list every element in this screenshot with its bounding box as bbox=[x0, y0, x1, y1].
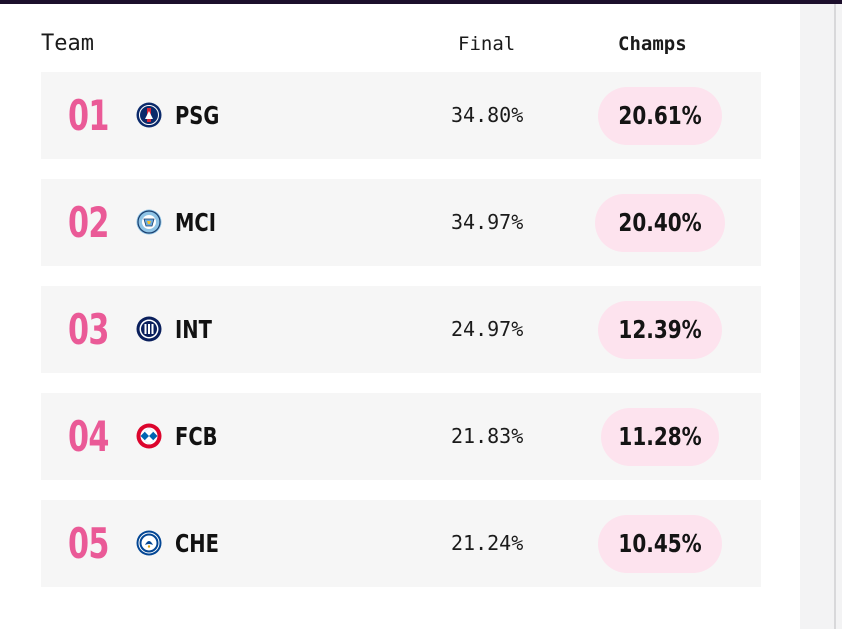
rank-number: 05 bbox=[68, 519, 109, 568]
man-city-crest-icon bbox=[136, 209, 162, 235]
final-probability: 34.80% bbox=[451, 103, 524, 127]
inter-crest-icon bbox=[136, 316, 162, 342]
final-probability: 24.97% bbox=[451, 317, 524, 341]
team-row[interactable]: 02 MCI 34.97% 20.40% bbox=[41, 179, 761, 266]
team-row[interactable]: 03 INT 24.97% 12.39% bbox=[41, 286, 761, 373]
champs-badge: 10.45% bbox=[598, 515, 722, 573]
team-row[interactable]: 05 CHE 21.24% 10.45% bbox=[41, 500, 761, 587]
bayern-crest-icon bbox=[136, 423, 162, 449]
champs-probability: 20.40% bbox=[618, 208, 702, 237]
team-abbreviation: PSG bbox=[175, 101, 220, 130]
header-champs[interactable]: Champs bbox=[618, 33, 687, 55]
team-row[interactable]: 04 FCB 21.83% 11.28% bbox=[41, 393, 761, 480]
chelsea-crest-icon bbox=[136, 530, 162, 556]
rank-number: 03 bbox=[68, 305, 109, 354]
champs-badge: 20.40% bbox=[595, 194, 725, 252]
team-abbreviation: FCB bbox=[175, 422, 218, 451]
window-top-bar bbox=[0, 0, 842, 4]
champs-probability: 11.28% bbox=[618, 422, 702, 451]
team-abbreviation: CHE bbox=[175, 529, 219, 558]
champs-badge: 12.39% bbox=[598, 301, 722, 359]
scrollbar-track[interactable] bbox=[834, 4, 836, 629]
rank-number: 04 bbox=[68, 412, 109, 461]
header-final[interactable]: Final bbox=[458, 33, 516, 55]
team-row[interactable]: 01 PSG 34.80% 20.61% bbox=[41, 72, 761, 159]
header-team[interactable]: Team bbox=[41, 31, 94, 56]
standings-panel: Team Final Champs 01 PSG 34.80% 20.61% 0… bbox=[0, 4, 800, 629]
final-probability: 34.97% bbox=[451, 210, 524, 234]
rank-number: 01 bbox=[68, 91, 109, 140]
team-abbreviation: MCI bbox=[175, 208, 216, 237]
champs-probability: 20.61% bbox=[618, 101, 702, 130]
champs-probability: 10.45% bbox=[618, 529, 702, 558]
table-header: Team Final Champs bbox=[0, 26, 800, 62]
final-probability: 21.83% bbox=[451, 424, 524, 448]
final-probability: 21.24% bbox=[451, 531, 524, 555]
rank-number: 02 bbox=[68, 198, 109, 247]
team-abbreviation: INT bbox=[175, 315, 212, 344]
champs-badge: 20.61% bbox=[598, 87, 722, 145]
psg-crest-icon bbox=[136, 102, 162, 128]
champs-probability: 12.39% bbox=[618, 315, 702, 344]
champs-badge: 11.28% bbox=[601, 408, 719, 466]
